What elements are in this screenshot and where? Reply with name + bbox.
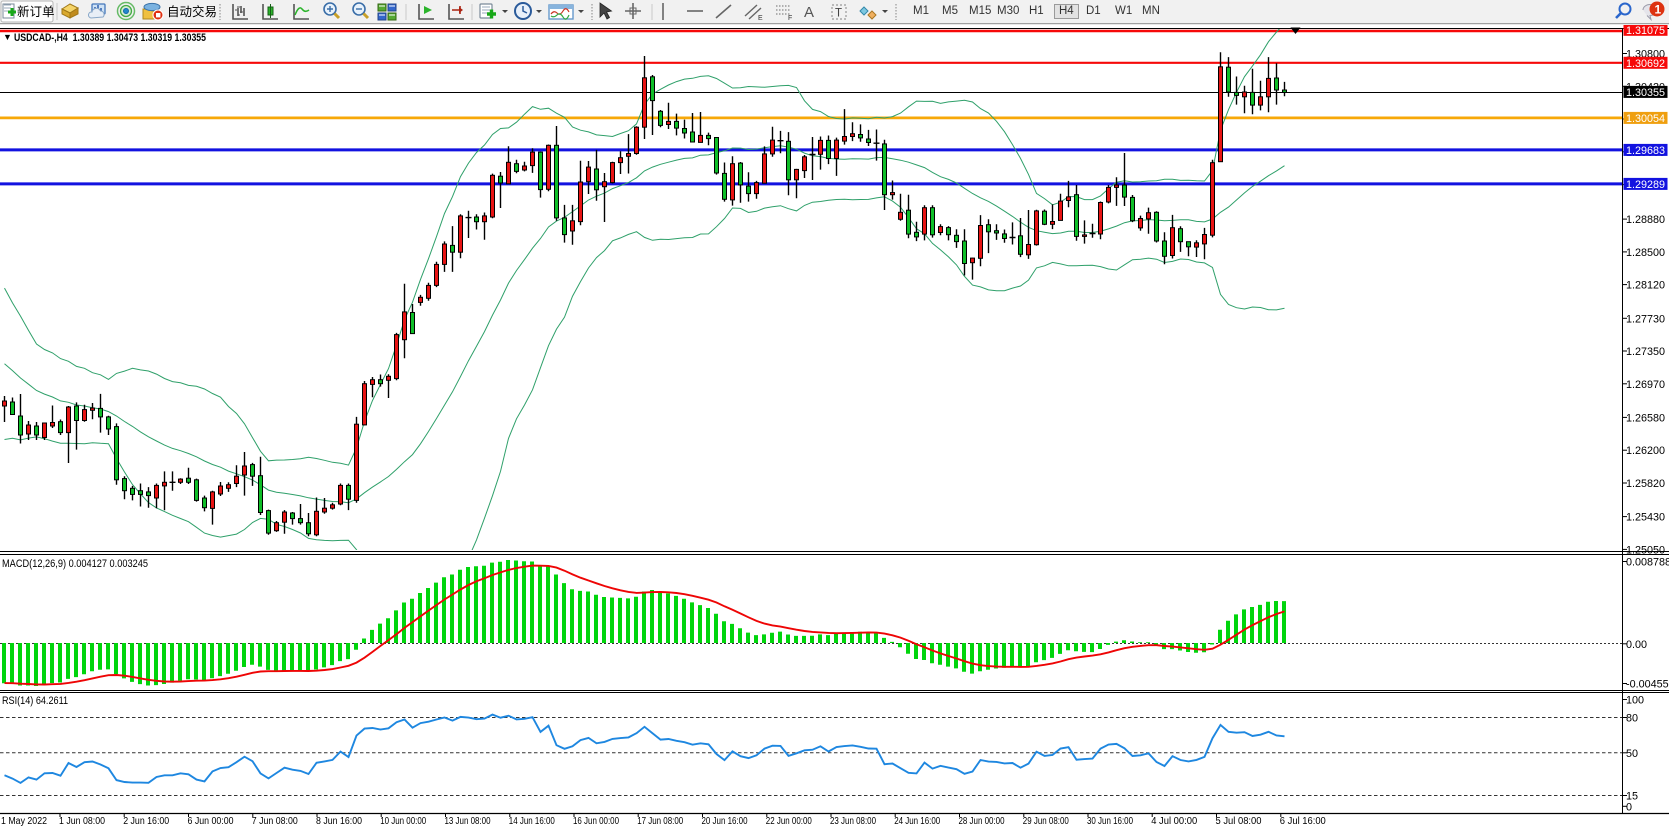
svg-text:16 Jun 00:00: 16 Jun 00:00 [573,816,619,826]
svg-text:0.008788: 0.008788 [1626,557,1669,569]
svg-text:A: A [804,4,814,21]
svg-text:▼: ▼ [3,32,12,42]
svg-text:1.26970: 1.26970 [1626,379,1665,391]
svg-text:1.26580: 1.26580 [1626,412,1665,424]
svg-text:0.00: 0.00 [1626,639,1647,651]
svg-text:1.31075: 1.31075 [1626,25,1665,37]
svg-text:22 Jun 00:00: 22 Jun 00:00 [766,816,812,826]
svg-text:F: F [788,15,792,22]
svg-text:T: T [835,8,842,20]
svg-text:0: 0 [1626,801,1632,813]
svg-text:-0.00455: -0.00455 [1626,679,1669,691]
svg-text:自动交易: 自动交易 [167,4,217,19]
svg-text:新订单: 新订单 [17,4,55,19]
svg-text:6 Jun 00:00: 6 Jun 00:00 [188,816,234,826]
svg-text:15: 15 [1626,791,1638,803]
svg-text:1.27350: 1.27350 [1626,346,1665,358]
svg-text:30 Jun 16:00: 30 Jun 16:00 [1087,816,1133,826]
svg-text:RSI(14) 64.2611: RSI(14) 64.2611 [2,695,68,707]
svg-text:4 Jul 00:00: 4 Jul 00:00 [1151,816,1197,826]
svg-text:8 Jun 16:00: 8 Jun 16:00 [316,816,362,826]
svg-text:E: E [758,15,763,22]
svg-text:1 Jun 08:00: 1 Jun 08:00 [59,816,105,826]
svg-text:1.26200: 1.26200 [1626,445,1665,457]
svg-text:1.29289: 1.29289 [1626,179,1665,191]
svg-text:1.28880: 1.28880 [1626,214,1665,226]
svg-text:1 May 2022: 1 May 2022 [1,816,47,826]
svg-text:1.28500: 1.28500 [1626,247,1665,259]
svg-text:6 Jul 16:00: 6 Jul 16:00 [1280,816,1326,826]
svg-text:1: 1 [1655,3,1662,17]
svg-text:14 Jun 16:00: 14 Jun 16:00 [509,816,555,826]
svg-text:1.25820: 1.25820 [1626,478,1665,490]
svg-text:1.30355: 1.30355 [1626,87,1665,99]
svg-text:100: 100 [1626,695,1644,707]
svg-text:17 Jun 08:00: 17 Jun 08:00 [637,816,683,826]
svg-text:1.25430: 1.25430 [1626,512,1665,524]
svg-text:29 Jun 08:00: 29 Jun 08:00 [1023,816,1069,826]
svg-text:MACD(12,26,9) 0.004127 0.00324: MACD(12,26,9) 0.004127 0.003245 [2,558,148,570]
svg-text:5 Jul 08:00: 5 Jul 08:00 [1216,816,1262,826]
svg-text:1.27730: 1.27730 [1626,313,1665,325]
svg-text:1.30692: 1.30692 [1626,58,1665,70]
svg-text:20 Jun 16:00: 20 Jun 16:00 [702,816,748,826]
svg-text:USDCAD-,H4 1.30389 1.30473 1.: USDCAD-,H4 1.30389 1.30473 1.30319 1.303… [14,32,206,44]
svg-text:23 Jun 08:00: 23 Jun 08:00 [830,816,876,826]
svg-text:50: 50 [1626,748,1638,760]
svg-text:2 Jun 16:00: 2 Jun 16:00 [123,816,169,826]
svg-text:80: 80 [1626,713,1638,725]
svg-text:28 Jun 00:00: 28 Jun 00:00 [959,816,1005,826]
svg-text:7 Jun 08:00: 7 Jun 08:00 [252,816,298,826]
svg-text:1.28120: 1.28120 [1626,280,1665,292]
svg-text:10 Jun 00:00: 10 Jun 00:00 [380,816,426,826]
svg-text:24 Jun 16:00: 24 Jun 16:00 [894,816,940,826]
svg-text:1.25050: 1.25050 [1626,544,1665,556]
svg-text:1.30054: 1.30054 [1626,113,1665,125]
svg-text:13 Jun 08:00: 13 Jun 08:00 [445,816,491,826]
svg-text:1.29683: 1.29683 [1626,145,1665,157]
